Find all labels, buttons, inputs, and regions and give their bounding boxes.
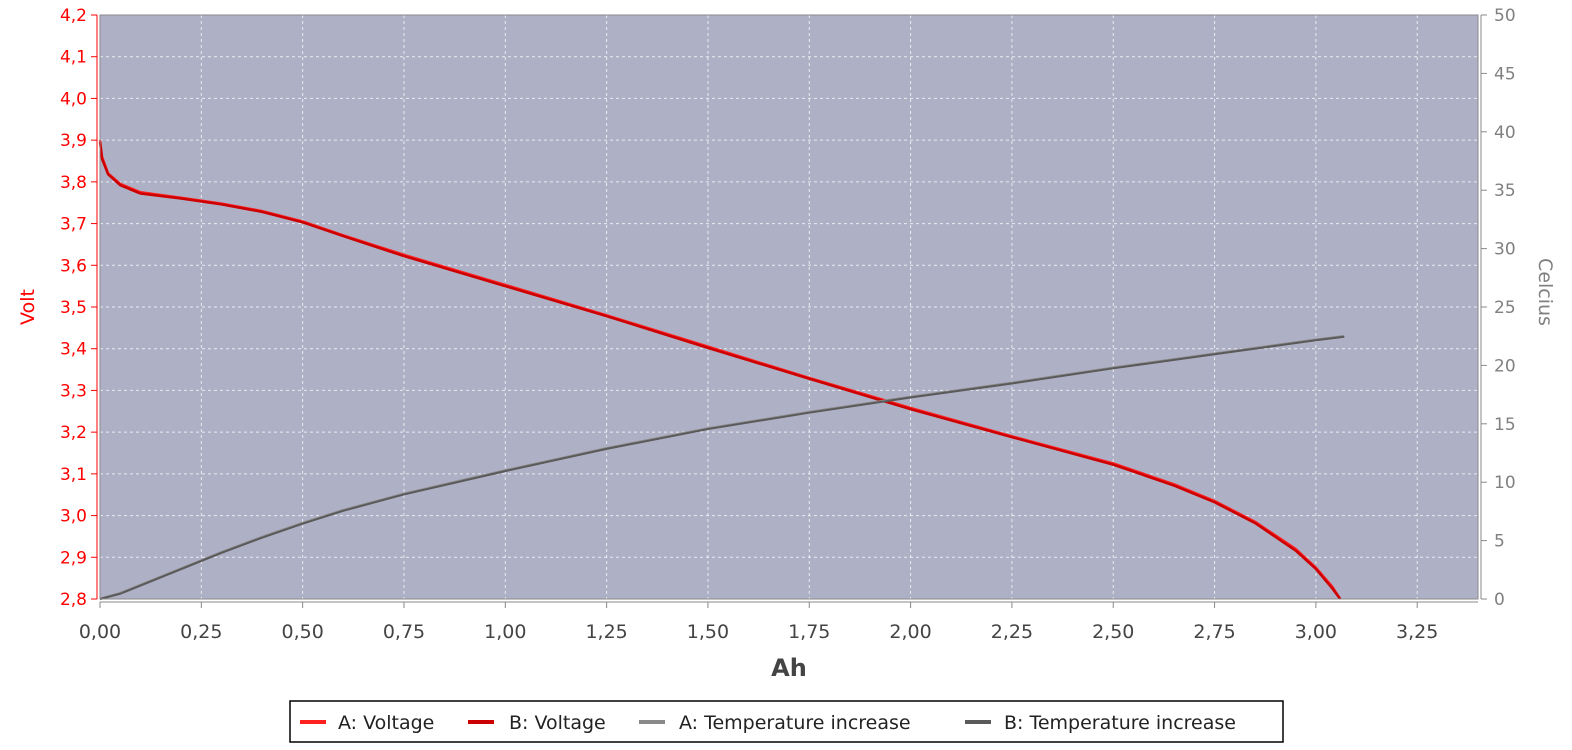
y-left-tick-label-4: 3,2	[60, 423, 87, 443]
plot-border	[99, 14, 1479, 600]
legend-label-a-voltage: A: Voltage	[338, 712, 434, 734]
y-left-tick-label-2: 3,0	[60, 507, 87, 527]
x-tick-label-12: 3,00	[1295, 621, 1337, 643]
x-tick-label-1: 0,25	[180, 621, 222, 643]
x-tick-label-10: 2,50	[1092, 621, 1134, 643]
y-left-tick-label-6: 3,4	[60, 340, 87, 360]
y-left-tick-label-14: 4,2	[60, 6, 87, 26]
x-tick-label-2: 0,50	[281, 621, 323, 643]
legend: A: Voltage B: Voltage A: Temperature inc…	[289, 700, 1284, 743]
series-lines	[98, 139, 1345, 601]
x-tick-label-8: 2,00	[889, 621, 931, 643]
y-right-tick-label-10: 50	[1494, 6, 1516, 26]
x-tick-label-9: 2,25	[991, 621, 1033, 643]
series-line-b-temperature	[99, 335, 1345, 600]
y-right-tick-label-2: 10	[1494, 473, 1516, 493]
legend-label-b-temperature: B: Temperature increase	[1004, 712, 1236, 734]
y-left-tick-label-12: 4,0	[60, 89, 87, 109]
y-right-tick-label-4: 20	[1494, 356, 1516, 376]
y-left-tick-label-11: 3,9	[60, 131, 87, 151]
y-axis-right-label: Celcius	[1534, 258, 1556, 326]
legend-label-a-temperature: A: Temperature increase	[679, 712, 911, 734]
y-left-tick-label-0: 2,8	[60, 590, 87, 610]
y-left-tick-label-5: 3,3	[60, 381, 87, 401]
axis-ticks: 0,00 0,25 0,50 0,75 1,00 1,25 1,50 1,75 2,00 2,25…	[60, 6, 1516, 643]
y-left-tick-label-1: 2,9	[60, 548, 87, 568]
y-right-tick-label-9: 45	[1494, 64, 1516, 84]
x-tick-label-13: 3,25	[1396, 621, 1438, 643]
x-axis-label: Ah	[771, 654, 807, 682]
y-left-tick-label-13: 4,1	[60, 48, 87, 68]
legend-box	[289, 700, 1284, 743]
x-tick-label-11: 2,75	[1193, 621, 1235, 643]
y-left-tick-label-8: 3,6	[60, 256, 87, 276]
x-tick-label-6: 1,50	[687, 621, 729, 643]
x-tick-label-4: 1,00	[484, 621, 526, 643]
y-right-tick-label-5: 25	[1494, 298, 1516, 318]
y-right-tick-label-0: 0	[1494, 590, 1505, 610]
y-left-tick-label-10: 3,8	[60, 173, 87, 193]
y-left-tick-label-9: 3,7	[60, 215, 87, 235]
y-left-tick-label-7: 3,5	[60, 298, 87, 318]
y-right-tick-label-3: 15	[1494, 415, 1516, 435]
y-right-tick-label-1: 5	[1494, 532, 1505, 552]
x-tick-label-5: 1,25	[585, 621, 627, 643]
series-line-b-voltage	[98, 142, 1342, 600]
legend-label-b-voltage: B: Voltage	[509, 712, 606, 734]
y-right-tick-label-6: 30	[1494, 240, 1516, 260]
x-tick-label-3: 0,75	[383, 621, 425, 643]
x-tick-label-0: 0,00	[79, 621, 121, 643]
x-tick-label-7: 1,75	[788, 621, 830, 643]
y-axis-left-label: Volt	[17, 289, 39, 325]
y-left-tick-label-3: 3,1	[60, 465, 87, 485]
y-right-tick-label-8: 40	[1494, 123, 1516, 143]
y-right-tick-label-7: 35	[1494, 181, 1516, 201]
